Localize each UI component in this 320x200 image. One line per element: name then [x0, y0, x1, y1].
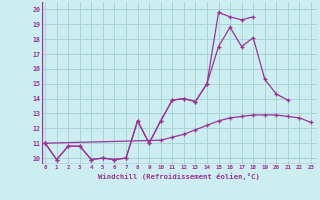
X-axis label: Windchill (Refroidissement éolien,°C): Windchill (Refroidissement éolien,°C) — [98, 173, 260, 180]
